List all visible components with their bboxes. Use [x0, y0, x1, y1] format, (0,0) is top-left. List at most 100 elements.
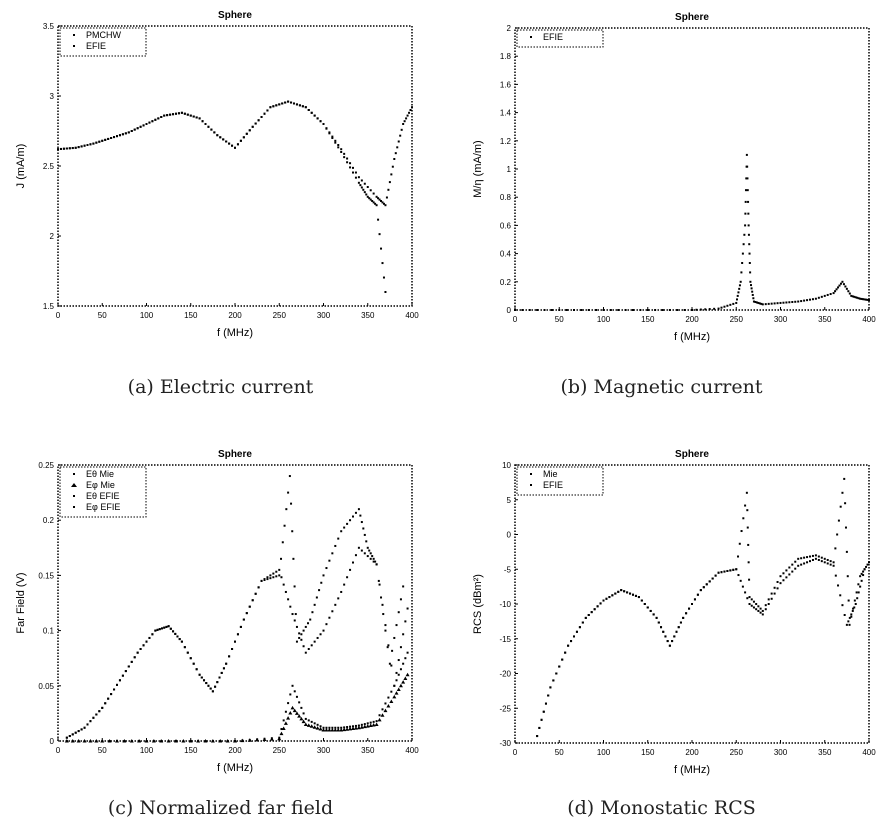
x-tick-label: 400: [405, 311, 419, 320]
data-point: [348, 726, 353, 731]
data-point: [794, 560, 797, 563]
data-point: [857, 591, 860, 594]
data-point: [313, 114, 316, 117]
data-point: [676, 309, 679, 311]
data-point: [393, 636, 396, 639]
data-point: [755, 301, 758, 304]
data-point: [736, 294, 739, 297]
data-point: [331, 610, 334, 613]
data-point: [757, 609, 760, 612]
data-point: [282, 583, 285, 586]
data-point: [225, 140, 228, 143]
legend-marker: [73, 473, 75, 475]
data-point: [744, 591, 747, 594]
y-tick-label: 0.15: [38, 571, 54, 580]
data-point: [543, 309, 546, 311]
data-point: [189, 114, 192, 117]
data-point: [352, 171, 354, 174]
data-point: [269, 574, 272, 577]
series-4: [65, 651, 409, 742]
data-point: [404, 620, 407, 623]
data-point: [679, 621, 682, 624]
data-point: [755, 603, 758, 605]
data-point: [377, 218, 380, 221]
data-point: [732, 302, 735, 305]
y-tick-label: 0.05: [38, 682, 54, 691]
data-point: [853, 599, 856, 602]
data-point: [696, 593, 699, 596]
y-tick-label: 1.6: [500, 80, 512, 89]
data-point: [307, 622, 310, 625]
data-point: [318, 727, 323, 731]
data-point: [301, 719, 306, 724]
caption-monostatic-rcs: (d) Monostatic RCS: [567, 797, 756, 819]
data-point: [359, 725, 364, 729]
x-tick-label: 150: [184, 746, 198, 755]
data-point: [857, 583, 860, 586]
data-point: [372, 192, 375, 195]
data-point: [632, 593, 634, 596]
data-point: [850, 294, 853, 297]
data-point: [761, 613, 764, 616]
data-point: [369, 721, 372, 724]
data-point: [738, 542, 741, 545]
data-point: [549, 686, 552, 689]
data-point: [225, 662, 228, 665]
data-point: [396, 146, 399, 149]
data-point: [377, 579, 380, 582]
data-point: [785, 301, 788, 304]
data-point: [735, 301, 738, 304]
y-tick-label: 0.25: [38, 461, 54, 470]
x-tick-label: 200: [685, 748, 699, 757]
data-point: [354, 171, 357, 174]
data-point: [847, 620, 850, 623]
data-point: [130, 130, 133, 132]
data-point: [257, 119, 260, 122]
data-point: [811, 298, 814, 301]
data-point: [263, 112, 266, 115]
data-point: [391, 165, 394, 168]
data-point: [779, 575, 782, 578]
data-point: [372, 720, 375, 723]
data-point: [860, 579, 863, 582]
data-point: [750, 604, 753, 607]
data-point: [292, 708, 297, 713]
data-point: [844, 526, 847, 529]
data-point: [354, 176, 357, 179]
data-point: [290, 101, 293, 104]
data-point: [575, 630, 578, 633]
data-point: [248, 129, 251, 132]
data-point: [272, 576, 275, 579]
data-point: [380, 713, 385, 717]
data-point: [346, 161, 349, 164]
data-point: [65, 147, 68, 150]
data-point: [580, 309, 583, 311]
data-point: [782, 579, 785, 582]
series-1: [536, 557, 866, 738]
data-point: [248, 605, 251, 608]
data-point: [662, 630, 665, 633]
data-point: [195, 668, 198, 671]
data-point: [809, 555, 811, 558]
data-point: [104, 138, 107, 141]
data-point: [729, 569, 732, 572]
series-2: [536, 477, 870, 738]
legend-label: Eφ Mie: [86, 480, 115, 490]
data-point: [406, 651, 409, 654]
data-point: [192, 115, 195, 118]
data-point: [287, 598, 290, 601]
data-point: [216, 681, 219, 684]
data-point: [561, 658, 564, 661]
data-point: [104, 702, 107, 705]
data-point: [304, 106, 307, 109]
data-point: [742, 243, 745, 246]
data-point: [752, 297, 755, 300]
data-point: [337, 537, 340, 540]
data-point: [691, 603, 693, 605]
data-point: [856, 296, 859, 299]
data-point: [151, 633, 154, 636]
data-point: [637, 596, 640, 599]
data-point: [843, 614, 846, 617]
y-tick-label: 1.5: [43, 302, 55, 311]
data-point: [393, 158, 396, 160]
